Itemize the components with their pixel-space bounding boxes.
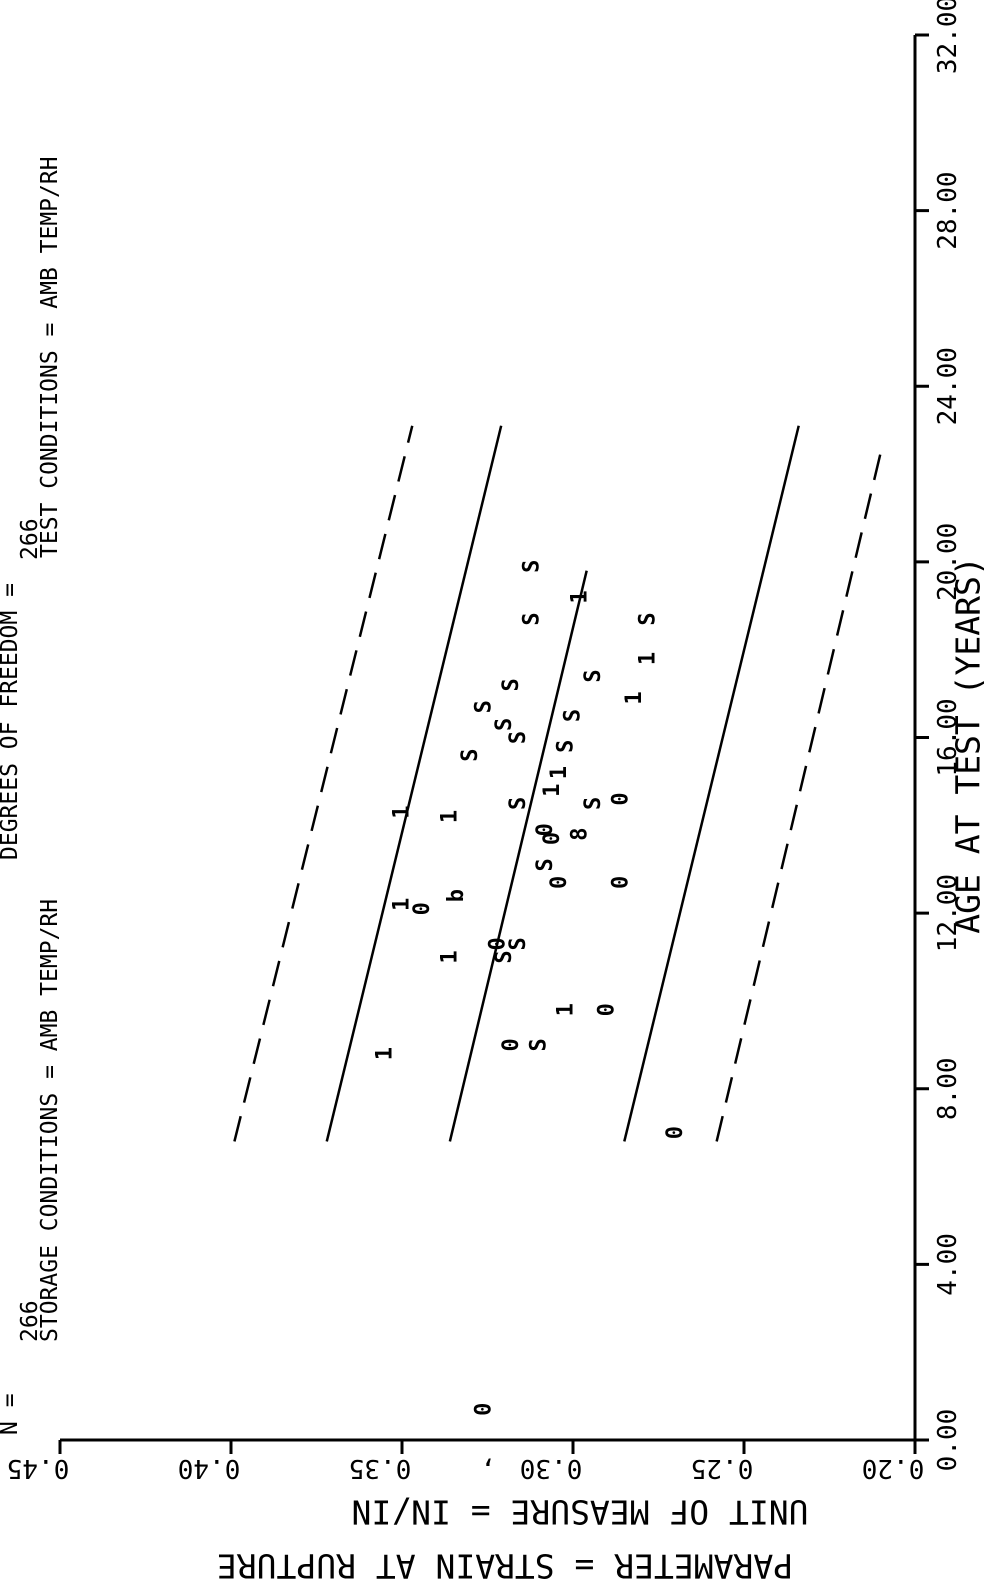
data-point-marker: S [561, 709, 586, 722]
x-tick-label: 32.00 [933, 0, 963, 74]
data-point-marker: 1 [567, 590, 592, 603]
header-dof-label: DEGREES OF FREEDOM = [0, 583, 23, 860]
x-tick-label: 16.00 [933, 698, 963, 776]
data-point-marker: 0 [472, 1403, 497, 1416]
regression-line [623, 425, 800, 1142]
data-point-marker: S [581, 797, 606, 810]
data-point-marker: S [506, 797, 531, 810]
header-n-label: N = [0, 1393, 23, 1435]
data-point-marker: 1 [547, 766, 572, 779]
data-point-marker: 0 [410, 902, 435, 915]
x-tick-label: 0.00 [933, 1409, 963, 1472]
y-axis-title-parameter: PARAMETER = STRAIN AT RUPTURE [217, 1547, 793, 1586]
y-tick-label: 0.30 [520, 1453, 583, 1483]
data-point-marker: 0 [499, 1038, 524, 1051]
y-tick-label: 0.20 [862, 1453, 925, 1483]
x-tick-label: 8.00 [933, 1057, 963, 1120]
header-n-value: 266 [17, 1300, 43, 1342]
data-point-marker: 0 [595, 1003, 620, 1016]
data-point-marker: 8 [567, 827, 592, 840]
data-point-marker: S [492, 718, 517, 731]
data-point-marker: S [472, 700, 497, 713]
regression-line [325, 425, 503, 1142]
data-point-marker: 0 [608, 792, 633, 805]
header-test-conditions: TEST CONDITIONS = AMB TEMP/RH [37, 156, 63, 558]
data-point-marker: b [444, 889, 469, 902]
data-point-marker: 1 [622, 691, 647, 704]
data-point-marker: 1 [390, 898, 415, 911]
y-tick-label: 0.40 [178, 1453, 241, 1483]
data-point-marker: S [554, 740, 579, 753]
data-point-marker: S [526, 1038, 551, 1051]
regression-line [448, 570, 588, 1142]
data-point-marker: S [506, 937, 531, 950]
data-point-marker: S [636, 612, 661, 625]
data-point-marker: S [533, 858, 558, 871]
data-point-marker: 0 [533, 823, 558, 836]
data-point-marker: 0 [540, 832, 565, 845]
data-point-marker: 0 [547, 876, 572, 889]
data-point-marker: 1 [390, 806, 415, 819]
confidence-limit-line [715, 451, 883, 1142]
header-dof-value: 266 [17, 518, 43, 560]
header-storage-conditions: STORAGE CONDITIONS = AMB TEMP/RH [37, 899, 63, 1342]
data-point-marker: 1 [554, 1003, 579, 1016]
y-tick-label: 0.45 [7, 1453, 70, 1483]
data-point-marker: 1 [437, 950, 462, 963]
data-point-marker: 0 [663, 1126, 688, 1139]
data-point-marker: S [492, 950, 517, 963]
data-point-marker: 0 [608, 876, 633, 889]
x-tick-label: 20.00 [933, 523, 963, 601]
stray-mark: , [480, 1455, 496, 1485]
data-point-marker: 0 [485, 937, 510, 950]
data-point-marker: 1 [437, 810, 462, 823]
plot-area: 0.00 4.00 8.00 12.00 16.00 20.00 24.00 28.00 32.… [0, 0, 988, 1586]
y-axis-title-unit: UNIT OF MEASURE = IN/IN [352, 1493, 809, 1532]
data-point-marker: S [506, 731, 531, 744]
data-point-marker: S [458, 748, 483, 761]
x-tick-label: 12.00 [933, 874, 963, 952]
data-point-marker: S [499, 678, 524, 691]
data-point-marker: 1 [636, 652, 661, 665]
x-tick-label: 28.00 [933, 171, 963, 249]
data-point-marker: S [519, 612, 544, 625]
data-point-marker: S [519, 560, 544, 573]
confidence-limit-line [233, 425, 414, 1142]
y-tick-label: 0.35 [349, 1453, 412, 1483]
x-tick-label: 24.00 [933, 347, 963, 425]
data-point-marker: S [581, 669, 606, 682]
y-tick-label: 0.25 [691, 1453, 754, 1483]
data-point-marker: 1 [372, 1047, 397, 1060]
data-point-marker: 1 [540, 784, 565, 797]
x-axis-title: AGE AT TEST (YEARS) [949, 556, 988, 934]
x-tick-label: 4.00 [933, 1233, 963, 1296]
